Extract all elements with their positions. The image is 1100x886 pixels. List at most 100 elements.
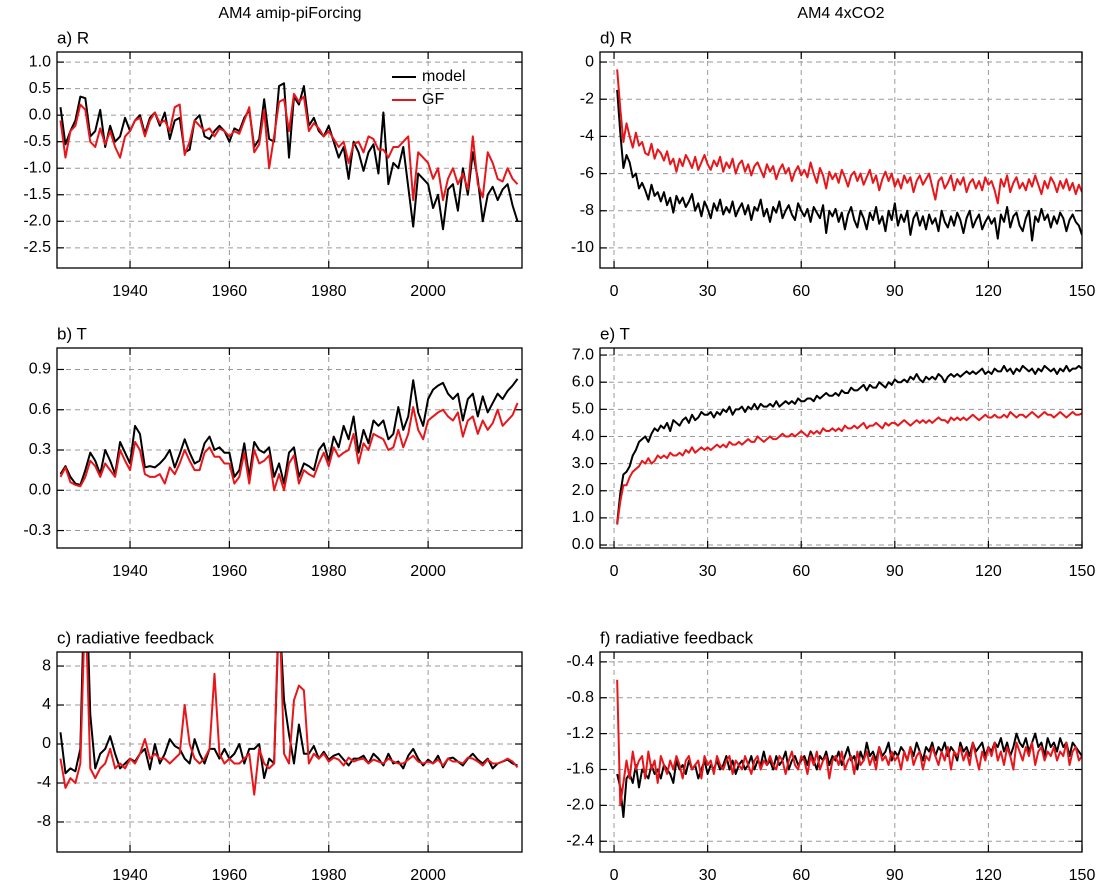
x-tick-label: 90 <box>886 867 904 881</box>
y-tick-label: 0.0 <box>572 536 594 553</box>
x-tick-label: 1980 <box>311 563 347 580</box>
y-tick-label: -4 <box>580 128 594 145</box>
plot-frame <box>599 347 1083 549</box>
x-tick-label: 120 <box>975 867 1002 881</box>
panel: d) R 0 -2 -4 -6 -8 -10 0 30 60 90 120 150 <box>571 28 1096 300</box>
y-tick-label: -0.5 <box>23 133 51 150</box>
y-tick-label: -2.0 <box>23 213 51 230</box>
y-tick-label: -1.2 <box>566 725 594 742</box>
y-tick-label: 0.0 <box>29 482 51 499</box>
y-tick-label: 3.0 <box>572 455 594 472</box>
x-tick-label: 1940 <box>112 283 148 300</box>
y-tick-label: 0.0 <box>29 106 51 123</box>
x-tick-label: 150 <box>1069 867 1096 881</box>
x-tick-label: 1940 <box>112 563 148 580</box>
data-line <box>59 652 519 796</box>
data-line <box>616 679 1082 807</box>
x-tick-label: 60 <box>792 283 810 300</box>
plot-frame <box>56 51 523 269</box>
panel: c) radiative feedback 8 4 0 -4 -8 1940 1960 1980… <box>37 628 523 884</box>
column-title: AM4 amip-piForcing <box>218 5 361 22</box>
y-tick-label: -2.5 <box>23 239 51 256</box>
x-tick-label: 0 <box>610 283 619 300</box>
y-tick-label: 6.0 <box>572 373 594 390</box>
x-tick-label: 150 <box>1069 563 1096 580</box>
x-tick-label: 0 <box>610 563 619 580</box>
y-tick-label: 4 <box>42 696 51 713</box>
y-tick-label: -1.6 <box>566 761 594 778</box>
data-line <box>59 402 519 492</box>
y-tick-label: -2 <box>580 90 594 107</box>
data-line <box>59 92 519 202</box>
y-tick-label: 0 <box>42 735 51 752</box>
x-tick-label: 0 <box>610 867 619 881</box>
y-tick-label: 2.0 <box>572 482 594 499</box>
y-tick-label: 0 <box>585 53 594 70</box>
y-tick-label: -0.8 <box>566 689 594 706</box>
panel: e) T 7.0 6.0 5.0 4.0 3.0 2.0 1.0 0.0 0 30 60 90 120 15… <box>572 324 1096 580</box>
x-tick-label: 2000 <box>410 563 446 580</box>
data-line <box>59 82 519 231</box>
y-tick-label: -2.4 <box>566 832 594 849</box>
x-tick-label: 30 <box>699 867 717 881</box>
y-tick-label: -0.4 <box>566 653 594 670</box>
panel-title: f) radiative feedback <box>600 628 754 647</box>
y-tick-label: 0.6 <box>29 401 51 418</box>
x-tick-label: 30 <box>699 563 717 580</box>
x-tick-label: 1940 <box>112 867 148 881</box>
x-tick-label: 1960 <box>212 283 248 300</box>
x-tick-label: 2000 <box>410 283 446 300</box>
y-tick-label: -0.3 <box>23 522 51 539</box>
y-tick-label: 8 <box>42 657 51 674</box>
y-tick-label: -2.0 <box>566 797 594 814</box>
plot-frame <box>56 651 523 853</box>
legend-label: GF <box>422 91 444 108</box>
plot-frame <box>599 651 1083 853</box>
legend-label: model <box>422 68 466 85</box>
data-line <box>616 364 1082 524</box>
y-tick-label: 0.5 <box>29 80 51 97</box>
x-tick-label: 120 <box>975 563 1002 580</box>
x-tick-label: 60 <box>792 867 810 881</box>
y-tick-label: 5.0 <box>572 401 594 418</box>
panel: b) T 0.9 0.6 0.3 0.0 -0.3 1940 1960 1980 2000 <box>23 324 523 580</box>
y-tick-label: 4.0 <box>572 428 594 445</box>
y-tick-label: -1.0 <box>23 159 51 176</box>
panel-title: d) R <box>600 28 632 47</box>
panel-title: a) R <box>57 28 89 47</box>
panel-title: e) T <box>600 324 630 343</box>
y-tick-label: -6 <box>580 165 594 182</box>
y-tick-label: 0.3 <box>29 441 51 458</box>
x-tick-label: 90 <box>886 563 904 580</box>
y-tick-label: 0.9 <box>29 361 51 378</box>
panel-title: b) T <box>57 324 87 343</box>
y-tick-label: -10 <box>571 239 594 256</box>
y-tick-label: 1.0 <box>572 509 594 526</box>
plot-frame <box>599 51 1083 269</box>
y-tick-label: -8 <box>37 813 51 830</box>
data-line <box>616 411 1082 525</box>
y-tick-label: 7.0 <box>572 346 594 363</box>
data-line <box>616 89 1082 242</box>
x-tick-label: 120 <box>975 283 1002 300</box>
y-tick-label: 1.0 <box>29 53 51 70</box>
x-tick-label: 60 <box>792 563 810 580</box>
y-tick-label: -1.5 <box>23 186 51 203</box>
plot-frame <box>56 347 523 549</box>
data-line <box>616 69 1082 205</box>
panel: f) radiative feedback -0.4 -0.8 -1.2 -1.6 -2.… <box>566 628 1096 884</box>
panel: a) R 1.0 0.5 0.0 -0.5 -1.0 -1.5 -2.0 -2.5 1940 196… <box>23 28 523 300</box>
x-tick-label: 1960 <box>212 867 248 881</box>
x-tick-label: 1980 <box>311 867 347 881</box>
data-line <box>59 378 519 486</box>
x-tick-label: 2000 <box>410 867 446 881</box>
x-tick-label: 1980 <box>311 283 347 300</box>
x-tick-label: 150 <box>1069 283 1096 300</box>
column-title: AM4 4xCO2 <box>797 5 884 22</box>
x-tick-label: 90 <box>886 283 904 300</box>
x-tick-label: 30 <box>699 283 717 300</box>
y-tick-label: -8 <box>580 202 594 219</box>
data-line <box>616 732 1082 819</box>
